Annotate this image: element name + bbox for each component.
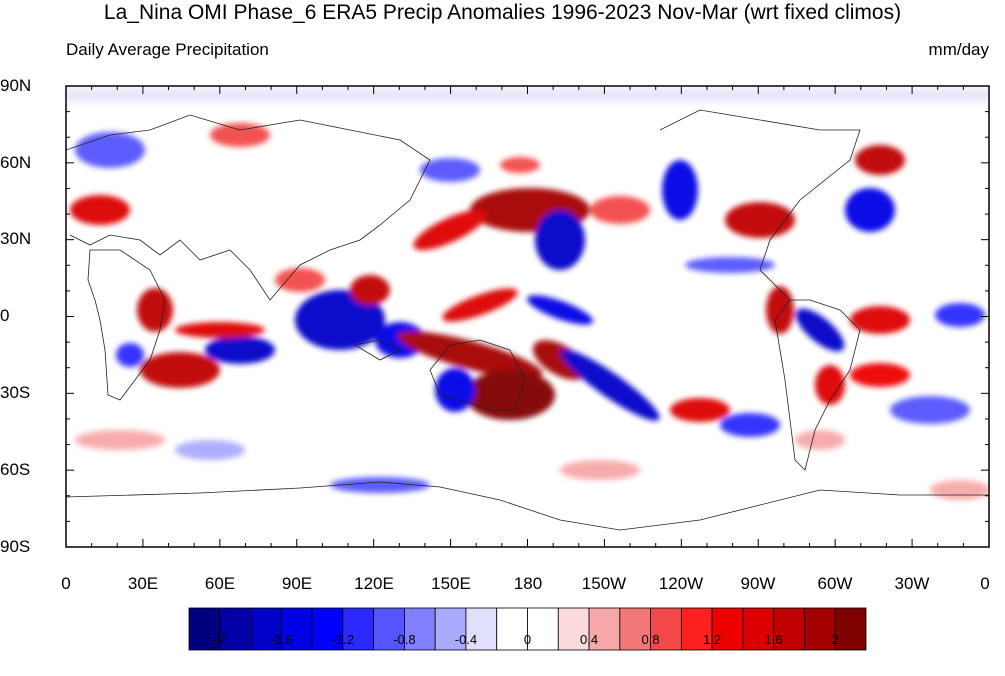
colorbar-swatch — [311, 607, 344, 651]
colorbar-swatch — [373, 607, 405, 651]
colorbar-swatch — [496, 607, 528, 651]
colorbar-swatch — [773, 607, 805, 651]
lon-label: 30W — [894, 574, 930, 593]
lon-label: 0 — [980, 574, 990, 593]
colorbar-tick-label: 0 — [523, 632, 532, 647]
colorbar-tick-label: -0.8 — [393, 632, 416, 647]
colorbar-swatch — [434, 607, 467, 651]
map-field — [66, 86, 989, 547]
colorbar-swatch — [680, 607, 713, 651]
colorbar-swatch — [219, 607, 251, 651]
colorbar-swatch — [465, 607, 498, 651]
lon-label: 150E — [431, 574, 471, 593]
lon-label: 30E — [127, 574, 159, 593]
colorbar-swatch — [250, 607, 282, 651]
colorbar-swatch — [188, 607, 221, 651]
lon-label: 150W — [581, 574, 627, 593]
colorbar-swatch — [342, 607, 375, 651]
colorbar-tick-label: 2 — [831, 632, 839, 647]
lat-label: 90N — [0, 76, 32, 95]
lat-label: 60N — [0, 153, 32, 172]
colorbar-tick-label: -1.2 — [331, 632, 355, 647]
colorbar-swatch — [527, 607, 559, 651]
lon-label: 90W — [740, 574, 776, 593]
lon-label: 120W — [658, 574, 704, 593]
colorbar-swatch — [650, 607, 682, 651]
colorbar-tick-label: 1.2 — [703, 632, 722, 647]
colorbar — [188, 607, 867, 651]
variable-subtitle: Daily Average Precipitation — [66, 40, 269, 59]
units-subtitle: mm/day — [928, 40, 989, 59]
colorbar-tick-label: -1.6 — [270, 632, 293, 647]
colorbar-swatch — [742, 607, 775, 651]
colorbar-tick-label: 0.4 — [579, 632, 599, 647]
lat-label: 90S — [0, 537, 31, 556]
colorbar-swatch — [834, 607, 867, 651]
lat-label: 30S — [0, 383, 31, 402]
plot-title: La_Nina OMI Phase_6 ERA5 Precip Anomalie… — [103, 1, 902, 24]
lat-label: 60S — [0, 460, 31, 479]
colorbar-tick-label: 0.8 — [641, 632, 660, 647]
lon-label: 0 — [61, 574, 71, 593]
colorbar-tick-label: -0.4 — [454, 632, 478, 647]
colorbar-swatch — [557, 607, 590, 651]
colorbar-tick-label: 1.6 — [764, 632, 783, 647]
lat-label: 0 — [0, 306, 10, 325]
lat-label: 30N — [0, 229, 32, 248]
coastlines — [66, 109, 989, 531]
lon-label: 60E — [204, 574, 236, 593]
lon-label: 180 — [513, 574, 543, 593]
lon-label: 60W — [817, 574, 853, 593]
colorbar-swatch — [588, 607, 621, 651]
colorbar-swatch — [804, 607, 836, 651]
lon-label: 120E — [354, 574, 394, 593]
lon-label: 90E — [281, 574, 313, 593]
colorbar-tick-label: -2 — [213, 632, 226, 647]
